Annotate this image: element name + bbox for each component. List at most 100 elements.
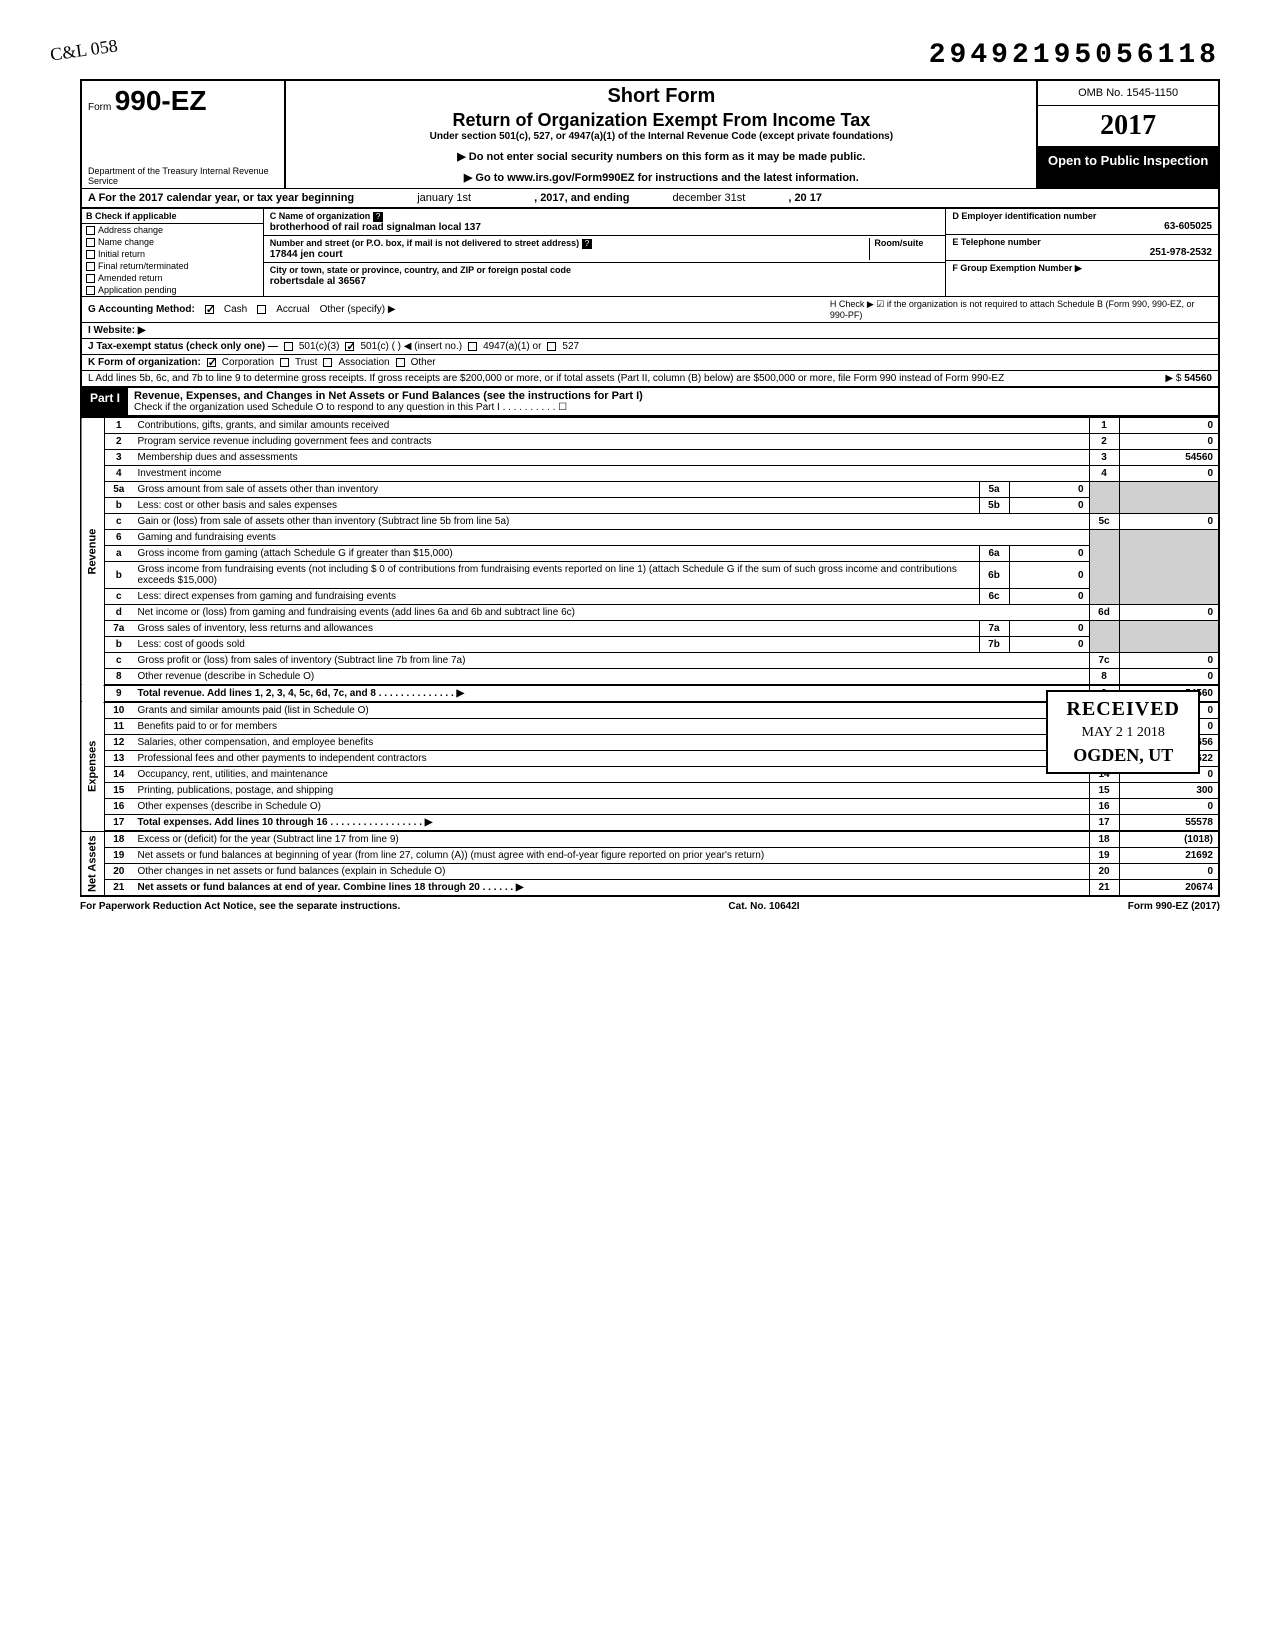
- opt-amended: Amended return: [98, 273, 163, 283]
- line-mn: 7a: [979, 621, 1009, 637]
- part1-subtitle: Check if the organization used Schedule …: [134, 402, 1212, 413]
- omb-number: OMB No. 1545-1150: [1038, 81, 1218, 106]
- c-label: C Name of organization: [270, 211, 371, 221]
- line-desc: Occupancy, rent, utilities, and maintena…: [133, 767, 1090, 783]
- checkbox-name-change[interactable]: [86, 238, 95, 247]
- line-rv: 20674: [1119, 880, 1219, 897]
- line-num: d: [105, 605, 133, 621]
- footer-mid: Cat. No. 10642I: [728, 901, 799, 912]
- k-corp: Corporation: [222, 357, 274, 368]
- line-desc: Salaries, other compensation, and employ…: [133, 735, 1090, 751]
- line-mn: 6a: [979, 546, 1009, 562]
- line-mn: 5b: [979, 498, 1009, 514]
- line-mn: 6c: [979, 589, 1009, 605]
- line-rv: 300: [1119, 783, 1219, 799]
- k-assoc: Association: [338, 357, 389, 368]
- line-rn: 21: [1089, 880, 1119, 897]
- line-mv: 0: [1009, 589, 1089, 605]
- checkbox-accrual[interactable]: [257, 305, 266, 314]
- line-rn: 17: [1089, 815, 1119, 832]
- checkbox-trust[interactable]: [280, 358, 289, 367]
- line-desc: Total revenue. Add lines 1, 2, 3, 4, 5c,…: [133, 685, 1090, 702]
- under-section: Under section 501(c), 527, or 4947(a)(1)…: [294, 131, 1028, 142]
- line-desc: Other changes in net assets or fund bala…: [133, 864, 1090, 880]
- checkbox-address-change[interactable]: [86, 226, 95, 235]
- line-21: 21Net assets or fund balances at end of …: [81, 880, 1219, 897]
- line-desc: Program service revenue including govern…: [133, 434, 1090, 450]
- opt-initial-return: Initial return: [98, 249, 145, 259]
- help-icon[interactable]: ?: [582, 239, 592, 249]
- line-20: 20Other changes in net assets or fund ba…: [81, 864, 1219, 880]
- d-label: D Employer identification number: [952, 211, 1212, 221]
- checkbox-amended[interactable]: [86, 274, 95, 283]
- checkbox-501c[interactable]: [345, 342, 354, 351]
- checkbox-4947[interactable]: [468, 342, 477, 351]
- checkbox-pending[interactable]: [86, 286, 95, 295]
- line-desc: Gaming and fundraising events: [133, 530, 1090, 546]
- line-6: 6 Gaming and fundraising events: [81, 530, 1219, 546]
- line-6c: c Less: direct expenses from gaming and …: [81, 589, 1219, 605]
- checkbox-other[interactable]: [396, 358, 405, 367]
- line-rv: 0: [1119, 864, 1219, 880]
- line-mv: 0: [1009, 482, 1089, 498]
- line-16: 16Other expenses (describe in Schedule O…: [81, 799, 1219, 815]
- line-rn: 4: [1089, 466, 1119, 482]
- form-header: Form 990-EZ Department of the Treasury I…: [80, 79, 1220, 188]
- checkbox-initial-return[interactable]: [86, 250, 95, 259]
- checkbox-527[interactable]: [547, 342, 556, 351]
- line-num: c: [105, 653, 133, 669]
- checkbox-corp[interactable]: [207, 358, 216, 367]
- tax-year-mid: , 2017, and ending: [534, 192, 629, 204]
- line-num: 13: [105, 751, 133, 767]
- tax-year-end: december 31st: [673, 192, 746, 204]
- line-desc: Less: direct expenses from gaming and fu…: [133, 589, 980, 605]
- line-15: 15Printing, publications, postage, and s…: [81, 783, 1219, 799]
- line-rn: 6d: [1089, 605, 1119, 621]
- line-num: 11: [105, 719, 133, 735]
- line-num: 2: [105, 434, 133, 450]
- line-desc: Net income or (loss) from gaming and fun…: [133, 605, 1090, 621]
- line-rn: 15: [1089, 783, 1119, 799]
- tax-year-prefix: A For the 2017 calendar year, or tax yea…: [88, 192, 354, 204]
- opt-final-return: Final return/terminated: [98, 261, 189, 271]
- line-num: c: [105, 589, 133, 605]
- help-icon[interactable]: ?: [373, 212, 383, 222]
- part1-header-row: Part I Revenue, Expenses, and Changes in…: [80, 388, 1220, 417]
- line-18: Net Assets 18Excess or (deficit) for the…: [81, 831, 1219, 848]
- line-num: 1: [105, 418, 133, 434]
- line-desc: Gross sales of inventory, less returns a…: [133, 621, 980, 637]
- form-label: Form: [88, 102, 111, 113]
- checkbox-501c3[interactable]: [284, 342, 293, 351]
- line-desc: Membership dues and assessments: [133, 450, 1090, 466]
- entity-block: B Check if applicable Address change Nam…: [80, 207, 1220, 296]
- city-state-zip: robertsdale al 36567: [270, 276, 366, 287]
- line-7c: c Gross profit or (loss) from sales of i…: [81, 653, 1219, 669]
- lines-table: Revenue 1 Contributions, gifts, grants, …: [80, 417, 1220, 897]
- line-1: Revenue 1 Contributions, gifts, grants, …: [81, 418, 1219, 434]
- e-label: E Telephone number: [952, 237, 1212, 247]
- g-accrual: Accrual: [276, 304, 309, 315]
- shaded-cell: [1119, 530, 1219, 605]
- line-rv: 0: [1119, 514, 1219, 530]
- line-rn: 18: [1089, 831, 1119, 848]
- line-num: 21: [105, 880, 133, 897]
- gross-receipts-row: L Add lines 5b, 6c, and 7b to line 9 to …: [80, 370, 1220, 388]
- checkbox-assoc[interactable]: [323, 358, 332, 367]
- tax-year: 2017: [1038, 106, 1218, 147]
- netassets-label: Net Assets: [81, 831, 105, 896]
- misc-block: G Accounting Method: Cash Accrual Other …: [80, 296, 1220, 370]
- l-amount: 54560: [1184, 373, 1212, 384]
- line-19: 19Net assets or fund balances at beginni…: [81, 848, 1219, 864]
- line-desc: Net assets or fund balances at beginning…: [133, 848, 1090, 864]
- checkbox-final-return[interactable]: [86, 262, 95, 271]
- addr-label: Number and street (or P.O. box, if mail …: [270, 238, 579, 248]
- checkbox-cash[interactable]: [205, 305, 214, 314]
- line-desc: Gross profit or (loss) from sales of inv…: [133, 653, 1090, 669]
- g-cash: Cash: [224, 304, 247, 315]
- line-num: c: [105, 514, 133, 530]
- received-stamp: RECEIVED MAY 2 1 2018 OGDEN, UT: [1046, 690, 1200, 774]
- street-address: 17844 jen court: [270, 249, 343, 260]
- line-rv: 0: [1119, 434, 1219, 450]
- check-header: B Check if applicable: [82, 209, 263, 224]
- j-501c: 501(c) ( ) ◀ (insert no.): [360, 341, 462, 352]
